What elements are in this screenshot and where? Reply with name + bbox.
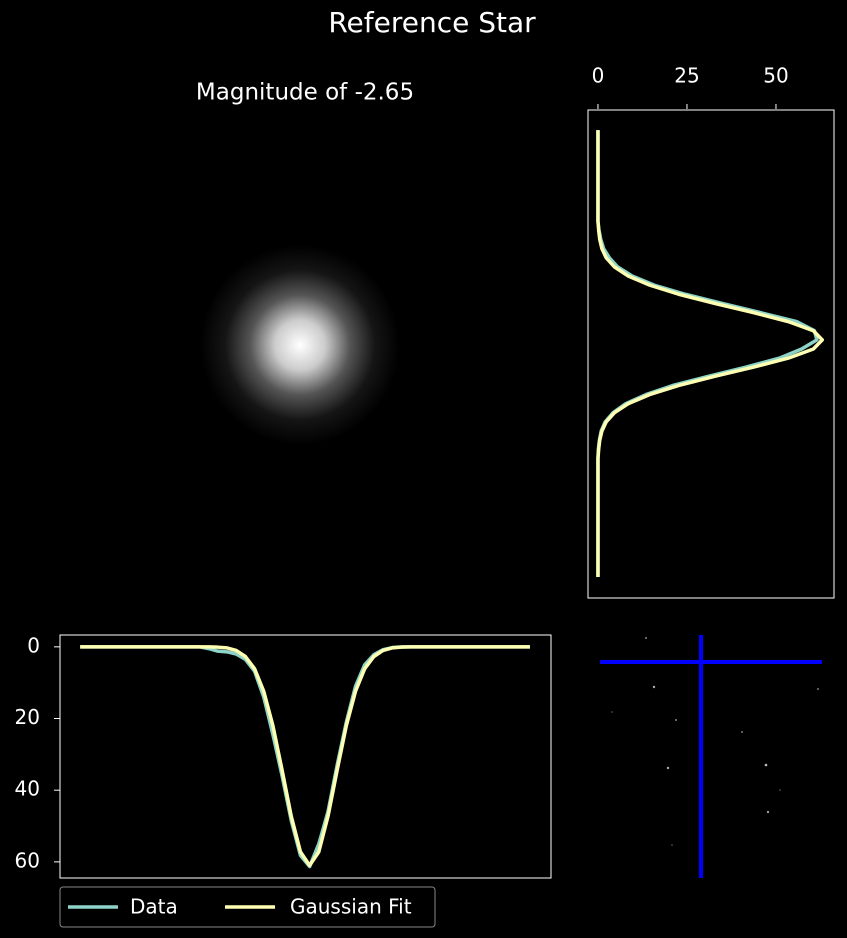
star-dot <box>766 810 770 814</box>
x-tick-label: 50 <box>763 64 788 88</box>
legend-label: Gaussian Fit <box>290 895 412 919</box>
x-tick-label: 0 <box>592 64 605 88</box>
star-dot <box>764 763 768 767</box>
star-dot <box>817 688 819 690</box>
y-tick-label: 40 <box>15 777 40 801</box>
star-dot <box>741 731 743 733</box>
plot-frame <box>59 634 552 879</box>
star-dot <box>779 789 781 791</box>
profile-line <box>596 130 819 578</box>
finder-panel <box>600 635 822 878</box>
star-dot <box>645 637 647 639</box>
star-dot <box>666 766 670 770</box>
y-tick-label: 20 <box>15 705 40 729</box>
star-dot <box>611 711 613 713</box>
image-title: Magnitude of -2.65 <box>196 80 414 106</box>
star-dot <box>675 719 677 721</box>
x-tick-label: 25 <box>674 64 699 88</box>
profile-line <box>80 645 530 868</box>
plot-frame <box>587 109 835 599</box>
star-dot <box>652 685 656 689</box>
y-tick-label: 60 <box>15 848 40 872</box>
figure-title: Reference Star <box>328 6 536 39</box>
legend-label: Data <box>130 895 178 919</box>
y-tick-label: 0 <box>27 633 40 657</box>
profile-line <box>596 130 825 578</box>
star-image <box>200 245 400 445</box>
profile-line <box>80 645 530 869</box>
star-dot <box>671 844 673 846</box>
